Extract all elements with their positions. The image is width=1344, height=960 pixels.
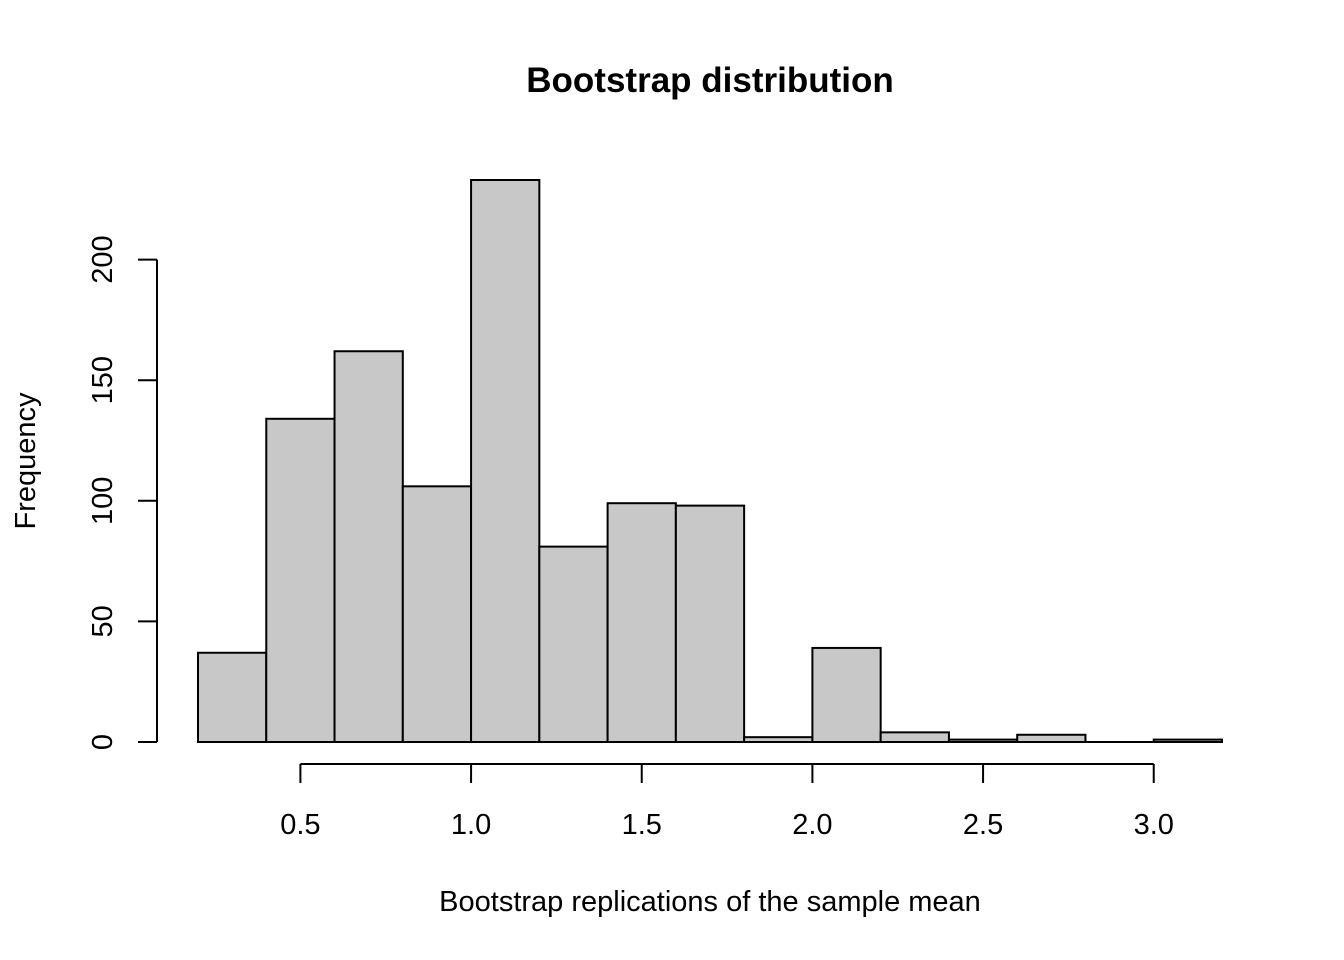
histogram-bar [743, 736, 814, 743]
y-tick-label: 200 [87, 235, 119, 283]
y-tick-label: 0 [87, 734, 119, 750]
histogram-bar [947, 738, 1019, 744]
y-axis: 0 50 100 150 200 [87, 235, 158, 750]
histogram-bar [606, 502, 677, 743]
histogram-bar [674, 504, 746, 743]
x-tick-label: 0.5 [280, 809, 320, 841]
histogram-bar [879, 731, 950, 743]
x-tick-label: 2.0 [792, 809, 832, 841]
histogram-bar [197, 651, 268, 744]
histogram-bar [1016, 733, 1087, 744]
x-tick-label: 2.5 [963, 809, 1003, 841]
histogram-bar [333, 350, 404, 743]
x-tick-label: 3.0 [1134, 809, 1174, 841]
histogram-bar [1152, 738, 1223, 744]
histogram-bar [265, 417, 336, 743]
chart-title: Bootstrap distribution [526, 61, 893, 100]
x-axis-label: Bootstrap replications of the sample mea… [439, 886, 981, 918]
x-tick-label: 1.0 [451, 809, 491, 841]
bars-group [197, 179, 1223, 744]
y-axis-label: Frequency [10, 392, 42, 530]
histogram-bar [811, 646, 882, 744]
x-axis: 0.5 1.0 1.5 2.0 2.5 3.0 [280, 763, 1174, 841]
histogram-bar [538, 545, 609, 743]
y-tick-label: 50 [87, 605, 119, 637]
y-tick-label: 100 [87, 477, 119, 525]
histogram-bar [470, 179, 541, 743]
x-tick-label: 1.5 [622, 809, 662, 841]
y-tick-label: 150 [87, 356, 119, 404]
histogram-bar [401, 485, 473, 743]
